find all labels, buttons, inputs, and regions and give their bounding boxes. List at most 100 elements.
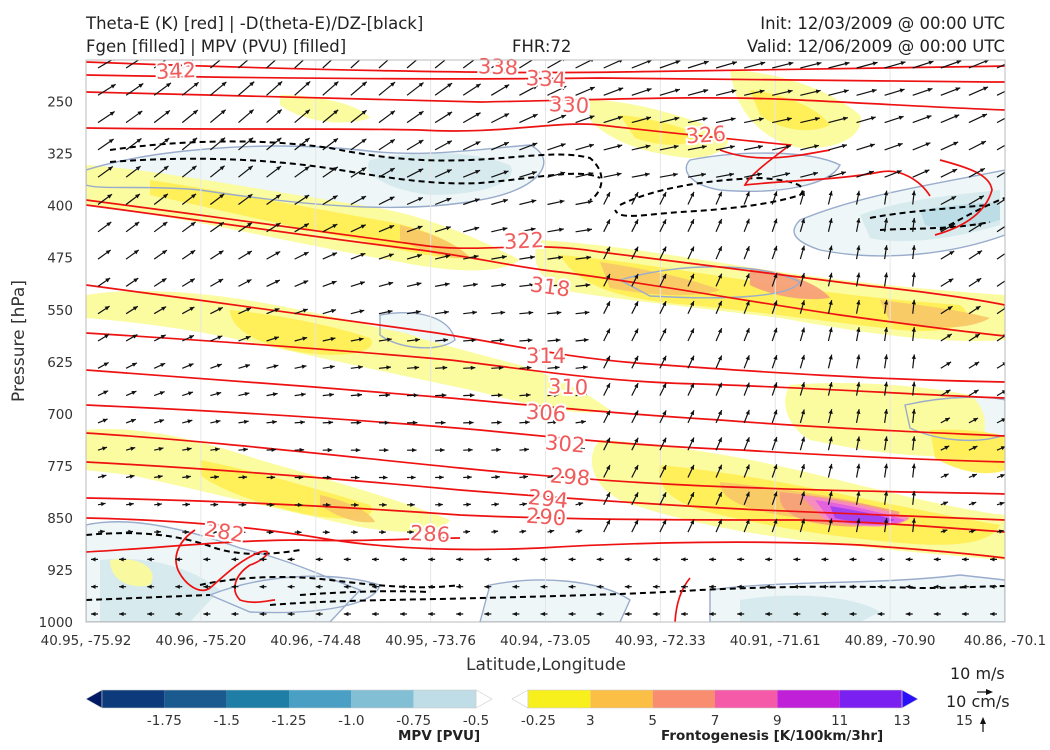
- wind-vector-head: [472, 282, 478, 287]
- wind-vector-head: [105, 277, 111, 283]
- wind-vector-head: [821, 584, 826, 589]
- y-tick-475: 475: [47, 251, 73, 267]
- wind-vector-head: [103, 390, 109, 395]
- wind-vector-head: [158, 446, 164, 452]
- colorbars: -1.75 -1.5 -1.25 -1.0 -0.75 -0.5 -0.25 3 5 7 9 11 13…: [85, 689, 973, 729]
- wind-vector-head: [190, 222, 196, 227]
- wind-vector-head: [106, 222, 112, 227]
- wind-vector: [125, 60, 140, 69]
- fgen-colorbar-bin-3: [652, 690, 715, 708]
- wind-vector-head: [581, 419, 586, 425]
- wind-vector-head: [717, 273, 722, 279]
- wind-vector-head: [944, 417, 950, 422]
- wind-vector-head: [690, 437, 694, 443]
- wind-vector-head: [800, 245, 806, 251]
- mpv-colorbar-tick-6: -0.25: [521, 713, 556, 729]
- wind-vector-head: [326, 475, 332, 480]
- wind-vector-head: [945, 389, 951, 394]
- wind-vector-head: [587, 199, 593, 205]
- wind-vector: [406, 60, 418, 69]
- x-axis-ticks: 40.95, -75.92 40.96, -75.20 40.96, -74.48 4…: [41, 633, 1046, 649]
- wind-vector-head: [927, 87, 933, 93]
- wind-vector-head: [662, 301, 667, 307]
- wind-vector-head: [644, 172, 650, 177]
- mpv-colorbar-extend-low: [85, 689, 103, 709]
- wind-vector: [996, 335, 1005, 342]
- wind-vector-head: [390, 110, 396, 116]
- wind-vector-head: [160, 363, 166, 368]
- wind-vector-head: [104, 334, 110, 339]
- wind-vector-head: [951, 196, 957, 201]
- theta-e-label-326: 326: [685, 122, 727, 149]
- wind-vector-head: [119, 557, 124, 562]
- wind-vector-head: [456, 611, 461, 617]
- wind-vector-head: [606, 191, 610, 197]
- wind-vector-head: [512, 557, 517, 562]
- wind-vector-head: [441, 393, 447, 398]
- wind-vector-head: [856, 190, 861, 196]
- wind-vector-head: [498, 365, 504, 370]
- x-tick-3: 40.95, -73.76: [385, 633, 476, 649]
- wind-vector-head: [502, 227, 508, 232]
- wind-vector-head: [220, 109, 226, 115]
- wind-vector-head: [91, 611, 96, 617]
- wind-vector-head: [961, 611, 967, 617]
- wind-vector-head: [828, 518, 833, 524]
- y-axis-label: Pressure [hPa]: [9, 280, 29, 402]
- wind-vector-head: [248, 137, 254, 143]
- wind-vector-head: [800, 327, 806, 333]
- fgen-colorbar-tick-0: 3: [586, 713, 595, 729]
- wind-vector-head: [134, 221, 140, 227]
- wind-vector-head: [400, 557, 405, 562]
- grid-lines: [200, 60, 891, 622]
- wind-vector-head: [390, 82, 396, 87]
- wind-vector-head: [246, 279, 252, 284]
- wind-vector-head: [361, 110, 367, 115]
- wind-vector-head: [388, 253, 394, 258]
- wind-vector-head: [970, 529, 976, 534]
- wind-vector-head: [821, 557, 826, 562]
- wind-vector-head: [717, 328, 722, 334]
- wind-vector-head: [675, 60, 681, 65]
- wind-vector-head: [468, 420, 474, 425]
- wind-vector-head: [690, 273, 694, 279]
- wind-vector: [294, 60, 305, 69]
- wind-vector-head: [331, 280, 337, 285]
- wind-vector-head: [946, 334, 952, 339]
- wind-vector-head: [911, 463, 916, 469]
- wind-vector-head: [1007, 195, 1012, 199]
- wind-vector-head: [428, 611, 433, 617]
- wind-vector-head: [1002, 334, 1005, 338]
- wind-vector-head: [690, 246, 694, 252]
- x-tick-5: 40.93, -72.33: [615, 633, 706, 649]
- wind-vector-head: [800, 300, 806, 306]
- wind-vector-head: [259, 557, 265, 562]
- wind-vector-head: [1012, 59, 1017, 63]
- wind-vector-head: [212, 529, 218, 535]
- wind-vector-head: [709, 584, 714, 589]
- wind-vector-head: [389, 139, 395, 144]
- y-tick-325: 325: [47, 147, 73, 163]
- wind-vector-head: [333, 138, 338, 143]
- wind-vector-head: [589, 86, 595, 91]
- wind-vector-head: [245, 364, 251, 369]
- wind-vector-head: [159, 419, 165, 424]
- wind-vector: [153, 60, 167, 69]
- wind-vector-head: [242, 475, 248, 480]
- wind-vector-head: [577, 529, 583, 534]
- wind-vector-head: [647, 60, 652, 64]
- wind-vector-head: [596, 584, 602, 589]
- wind-vector-head: [624, 611, 630, 617]
- fgen-colorbar-label: Frontogenesis [K/100km/3hr]: [661, 728, 884, 744]
- wind-vector-head: [841, 171, 846, 176]
- wind-vector-head: [131, 362, 137, 367]
- wind-vector-head: [787, 89, 793, 94]
- wind-vector-head: [578, 501, 584, 507]
- wind-vector-head: [634, 328, 639, 334]
- mpv-colorbar-bin-1: [102, 690, 165, 708]
- wind-vector-head: [617, 115, 623, 121]
- wind-vector-head: [765, 584, 770, 589]
- wind-vector-head: [386, 365, 391, 370]
- mpv-outlines: [86, 144, 1005, 622]
- wind-vector-head: [757, 172, 763, 177]
